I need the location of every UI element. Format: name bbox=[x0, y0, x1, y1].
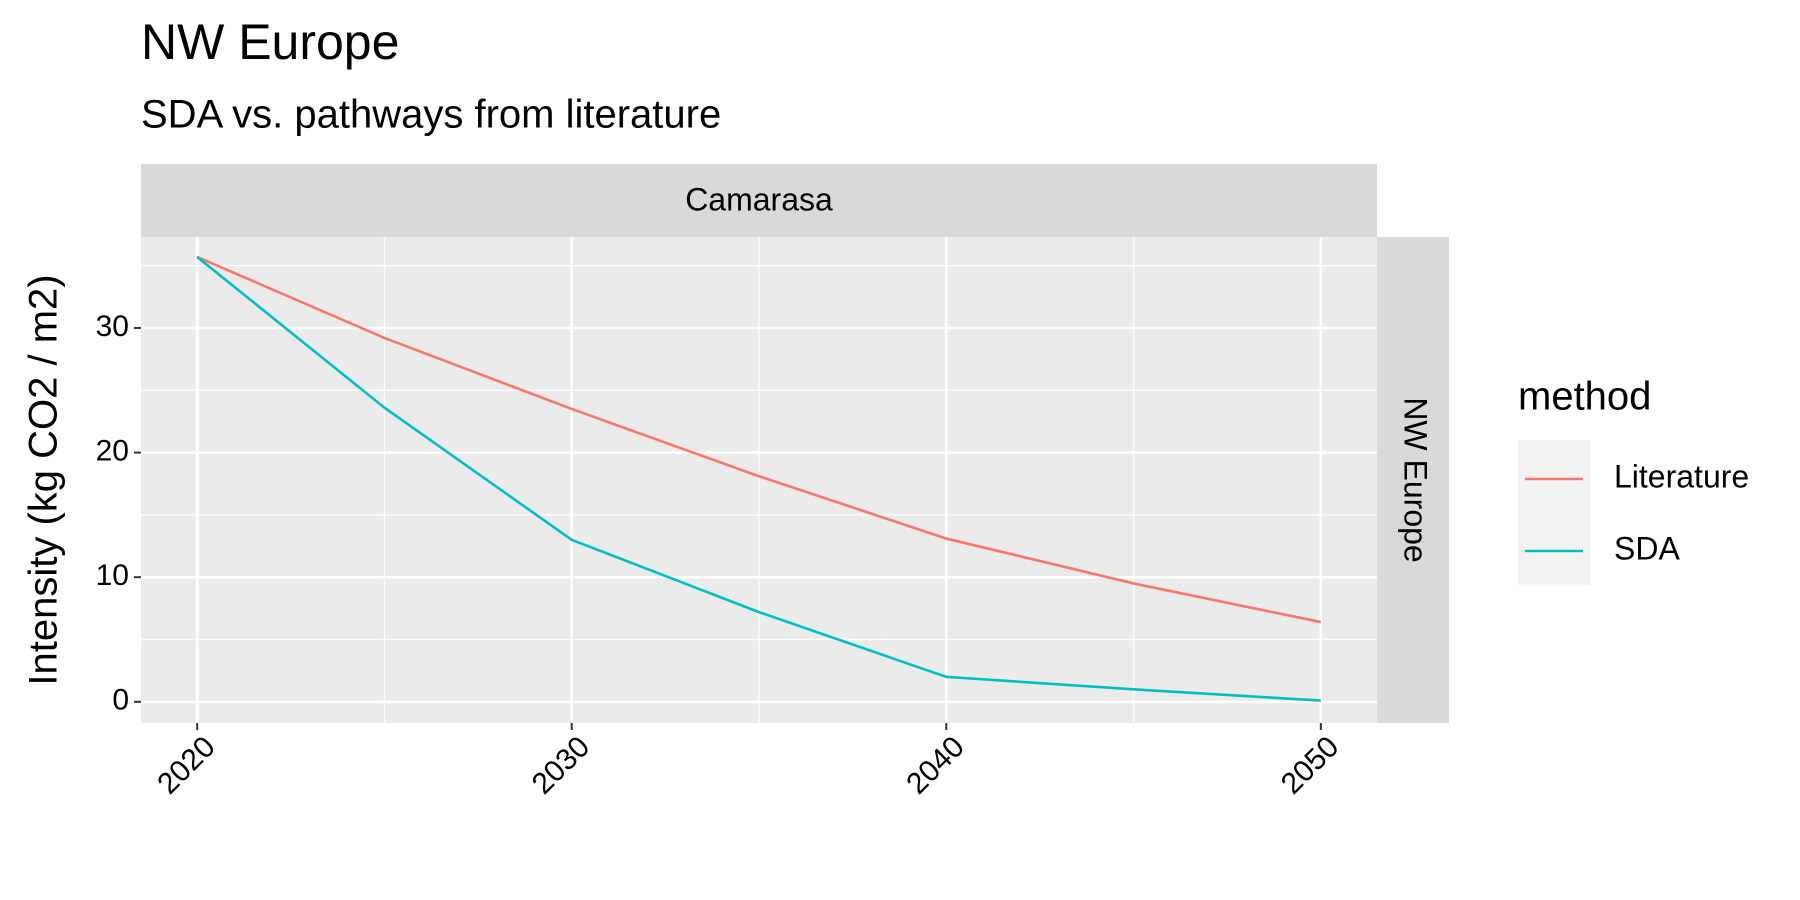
facet-label: Camarasa bbox=[685, 181, 833, 217]
x-tick-label: 2030 bbox=[526, 730, 597, 801]
x-tick-label: 2040 bbox=[900, 730, 971, 801]
facet-label: NW Europe bbox=[1398, 397, 1434, 562]
legend-label: SDA bbox=[1614, 530, 1680, 566]
y-tick-label: 10 bbox=[96, 559, 129, 592]
legend-keys bbox=[1518, 440, 1590, 585]
chart-title: NW Europe bbox=[141, 14, 399, 70]
chart-subtitle: SDA vs. pathways from literature bbox=[141, 93, 721, 137]
y-axis-title: Intensity (kg CO2 / m2) bbox=[22, 274, 66, 685]
y-tick-label: 20 bbox=[96, 435, 129, 468]
legend-label: Literature bbox=[1614, 458, 1749, 494]
line-series bbox=[196, 255, 1321, 702]
y-tick-label: 0 bbox=[112, 684, 129, 717]
x-tick-label: 2020 bbox=[151, 730, 222, 801]
line-series bbox=[196, 255, 1322, 624]
facet-strip-right bbox=[1377, 237, 1449, 723]
legend-title: method bbox=[1518, 375, 1651, 419]
facet-strip-top bbox=[141, 164, 1377, 237]
y-tick-label: 30 bbox=[96, 310, 129, 343]
x-tick-label: 2050 bbox=[1275, 730, 1346, 801]
